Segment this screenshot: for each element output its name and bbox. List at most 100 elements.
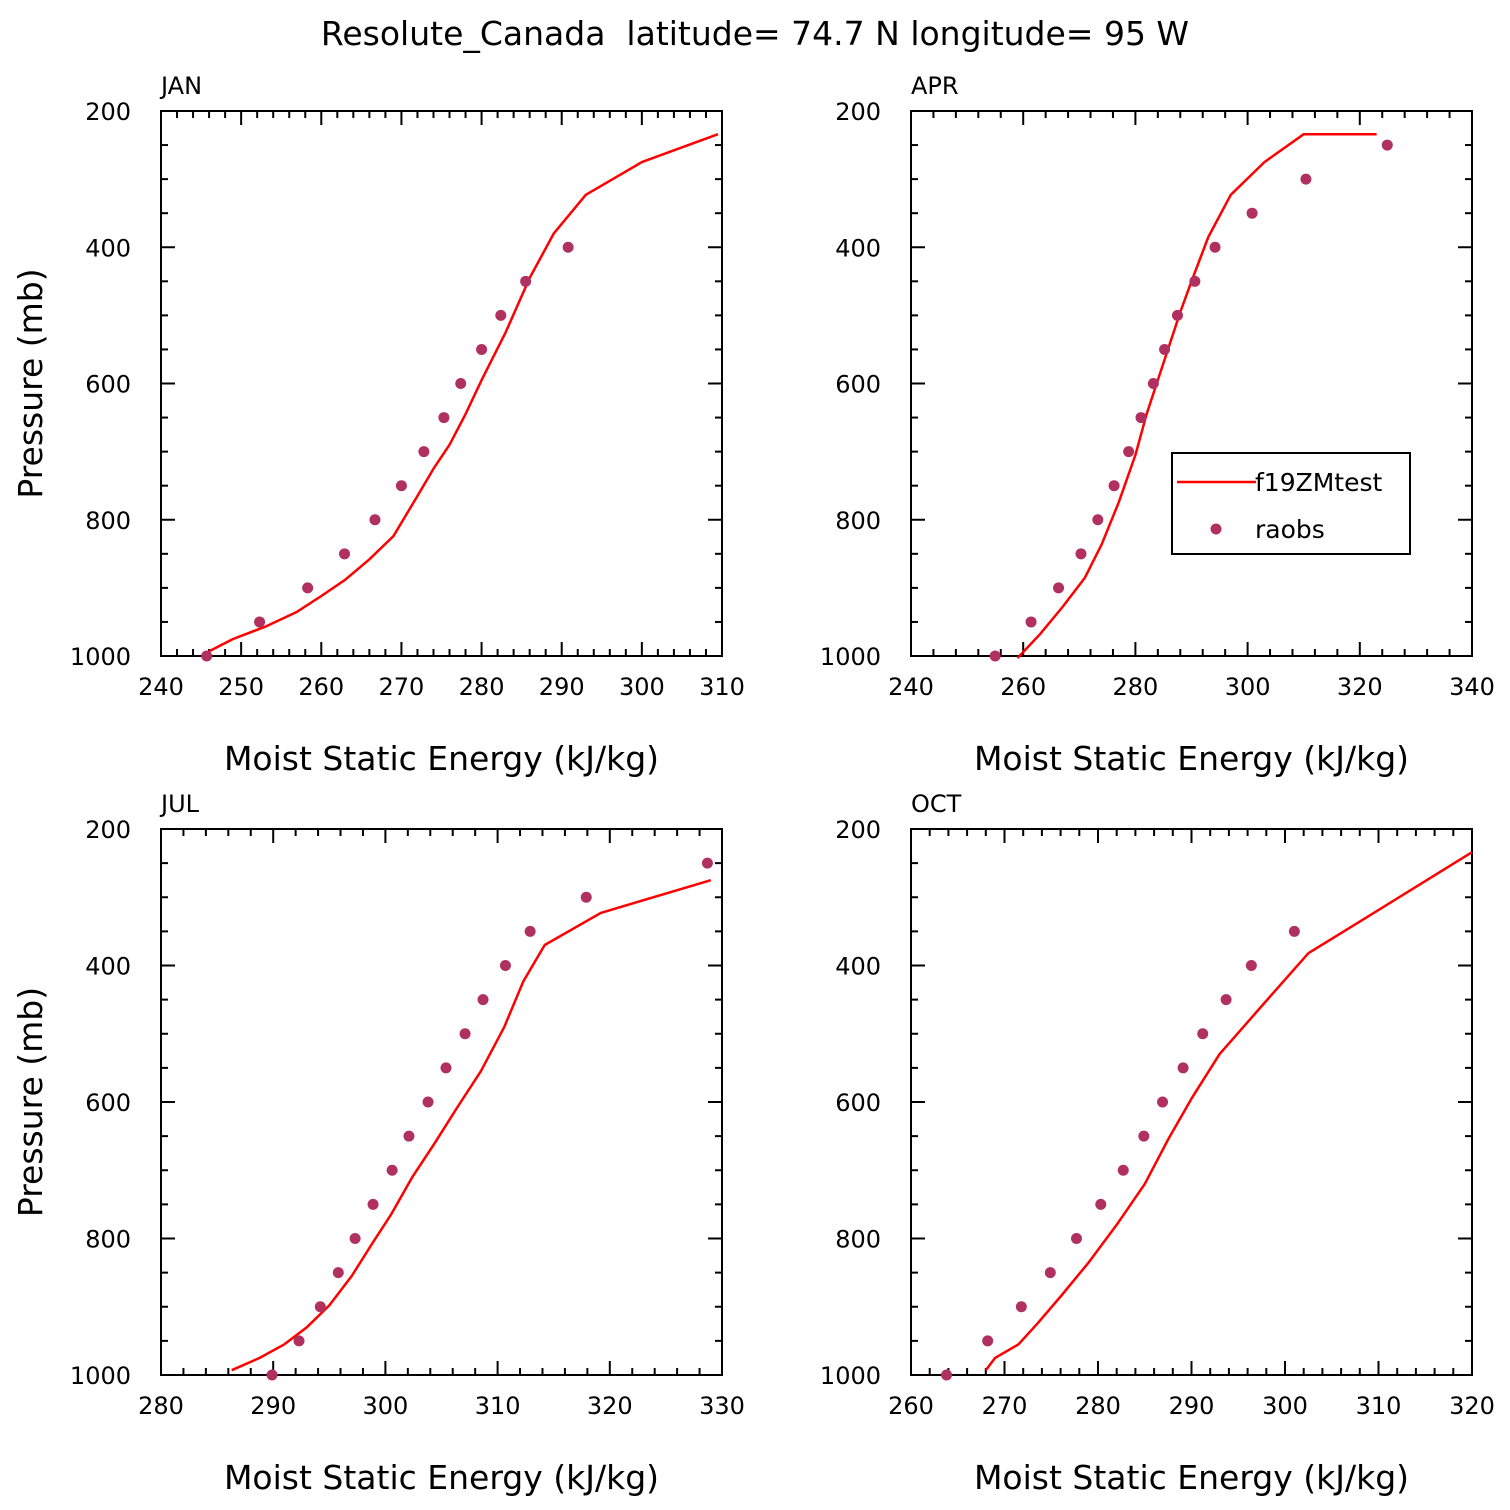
obs-point — [1246, 207, 1258, 219]
obs-point — [403, 1130, 415, 1142]
y-tick-label: 400 — [835, 234, 881, 262]
obs-point — [1171, 309, 1183, 321]
obs-point — [982, 1335, 994, 1347]
y-axis-label: Pressure (mb) — [11, 987, 50, 1217]
obs-point — [499, 960, 511, 971]
panel-jan: 240 250 260 270 280 290 300 310 200 400 600 800 1000… — [11, 72, 745, 778]
x-tick-label: 240 — [888, 673, 934, 701]
legend-box — [1171, 452, 1411, 555]
y-tick-label: 200 — [85, 98, 131, 126]
x-tick-label: 260 — [888, 1392, 934, 1420]
obs-point — [1177, 1062, 1189, 1074]
legend-obs-label: raobs — [1255, 515, 1325, 544]
obs-point — [367, 1198, 379, 1210]
y-tick-label: 600 — [85, 1089, 131, 1117]
obs-point — [1138, 1130, 1150, 1142]
obs-point — [477, 994, 489, 1006]
x-tick-label: 280 — [1075, 1392, 1121, 1420]
obs-point — [266, 1369, 278, 1381]
x-tick-label: 310 — [699, 673, 745, 701]
obs-point — [455, 378, 467, 389]
x-tick-label: 290 — [1169, 1392, 1215, 1420]
panel-jul: 280 290 300 310 320 330 200 400 600 800 1000 JUL Moi… — [11, 790, 745, 1497]
x-tick-label: 270 — [982, 1392, 1028, 1420]
obs-point — [302, 582, 314, 594]
obs-point — [1245, 960, 1257, 971]
obs-point — [369, 514, 381, 526]
obs-point — [1135, 412, 1147, 424]
obs-point — [459, 1028, 471, 1040]
y-tick-label: 1000 — [820, 1362, 881, 1390]
model-line-jul — [231, 879, 712, 1372]
x-tick-label: 270 — [379, 673, 425, 701]
obs-point — [701, 857, 713, 869]
obs-point — [418, 446, 430, 458]
obs-point — [476, 343, 488, 355]
obs-point — [941, 1369, 953, 1381]
obs-point — [1075, 548, 1087, 560]
obs-point — [1189, 275, 1201, 287]
y-tick-label: 600 — [835, 1089, 881, 1117]
obs-point — [1044, 1267, 1056, 1279]
obs-point — [1381, 139, 1393, 151]
model-line-jan — [208, 133, 719, 653]
obs-point — [580, 891, 592, 903]
obs-point — [1025, 616, 1037, 628]
panel-label: OCT — [911, 790, 962, 818]
obs-point — [1117, 1164, 1129, 1176]
panel-label: APR — [911, 72, 959, 100]
obs-point — [201, 650, 213, 662]
obs-point — [438, 412, 450, 424]
obs-point — [1092, 514, 1104, 526]
x-tick-label: 300 — [1225, 673, 1271, 701]
obs-point — [520, 275, 532, 287]
x-tick-label: 280 — [138, 1392, 184, 1420]
obs-point — [395, 480, 407, 492]
y-tick-label: 400 — [85, 234, 131, 262]
obs-point — [332, 1267, 344, 1279]
y-axis-label: Pressure (mb) — [11, 268, 50, 498]
obs-point — [1108, 480, 1120, 492]
obs-point — [1053, 582, 1065, 594]
y-tick-label: 800 — [85, 507, 131, 535]
obs-point — [293, 1335, 305, 1347]
y-tick-label: 800 — [835, 1226, 881, 1254]
x-axis-label: Moist Static Energy (kJ/kg) — [974, 739, 1409, 778]
obs-point — [1209, 241, 1221, 253]
y-tick-label: 600 — [835, 371, 881, 399]
obs-point — [1147, 378, 1159, 389]
obs-point — [562, 241, 574, 253]
x-tick-label: 280 — [1112, 673, 1158, 701]
x-tick-label: 300 — [619, 673, 665, 701]
x-tick-label: 310 — [475, 1392, 521, 1420]
obs-point — [1123, 446, 1135, 458]
obs-point — [349, 1233, 361, 1244]
legend-model-label: f19ZMtest — [1255, 468, 1383, 497]
obs-point — [440, 1062, 452, 1074]
y-tick-label: 1000 — [820, 643, 881, 671]
x-tick-label: 310 — [1356, 1392, 1402, 1420]
y-tick-label: 800 — [835, 507, 881, 535]
obs-point — [1157, 1096, 1169, 1108]
model-line-apr — [1016, 132, 1377, 659]
obs-point — [386, 1164, 398, 1176]
y-tick-label: 200 — [85, 816, 131, 844]
obs-point — [1197, 1028, 1209, 1040]
panel-label: JAN — [159, 72, 202, 100]
obs-point — [1015, 1301, 1027, 1313]
x-tick-label: 250 — [218, 673, 264, 701]
obs-point — [314, 1301, 326, 1313]
figure-title: Resolute_Canada latitude= 74.7 N longitu… — [321, 14, 1189, 53]
obs-point — [422, 1096, 434, 1108]
y-tick-label: 800 — [85, 1226, 131, 1254]
x-tick-label: 320 — [587, 1392, 633, 1420]
x-axis-label: Moist Static Energy (kJ/kg) — [974, 1458, 1409, 1497]
x-tick-label: 330 — [699, 1392, 745, 1420]
x-tick-label: 260 — [298, 673, 344, 701]
panel-label: JUL — [159, 790, 200, 818]
panel-apr: 240 260 280 300 320 340 200 400 600 800 1000 APR Moi… — [820, 72, 1495, 778]
obs-point — [1220, 994, 1232, 1006]
obs-point — [254, 616, 266, 628]
